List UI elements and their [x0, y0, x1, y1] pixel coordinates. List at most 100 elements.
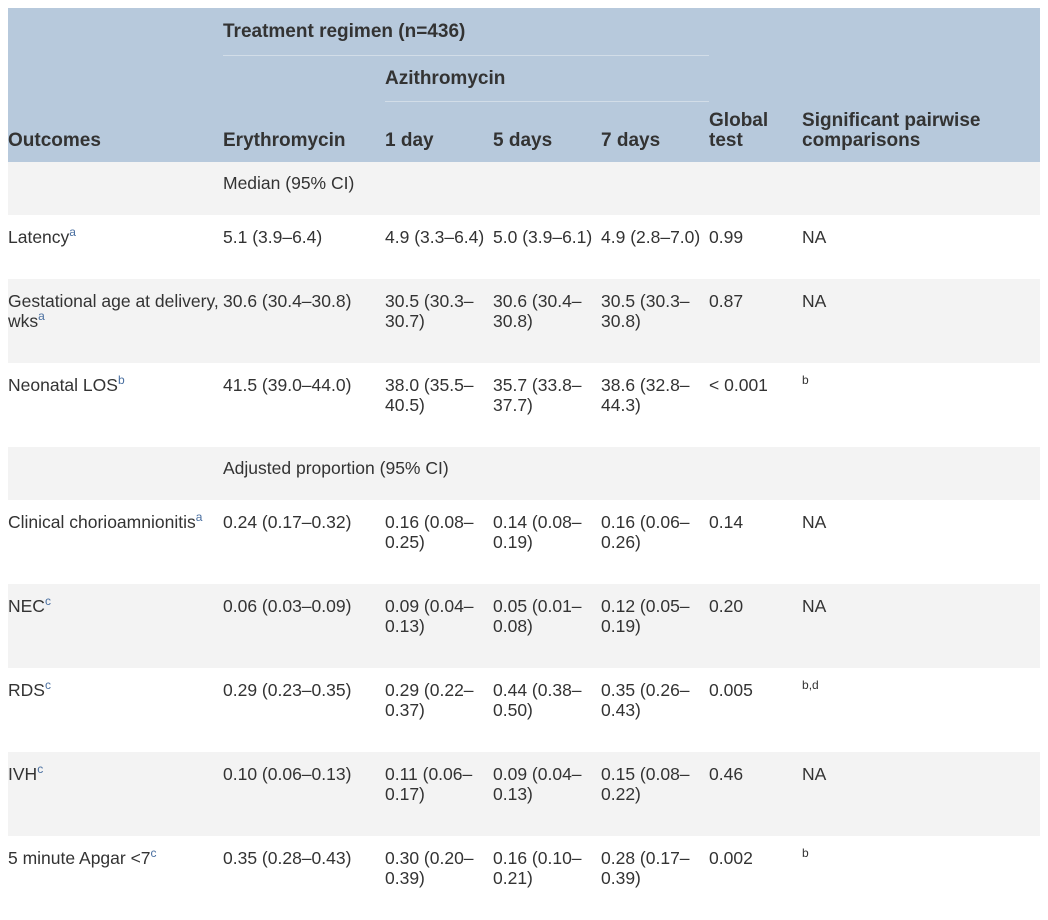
- header-blank: [223, 56, 385, 102]
- outcome-label: Clinical chorioamnionitis: [8, 512, 196, 532]
- global-test-cell: 0.20: [709, 584, 803, 668]
- 5-days-cell: 0.09 (0.04–0.13): [493, 752, 601, 836]
- erythromycin-cell: 0.10 (0.06–0.13): [223, 752, 385, 836]
- azithromycin-header: Azithromycin: [385, 56, 710, 102]
- col-header-1-day: 1 day: [385, 102, 493, 162]
- 1-day-cell: 0.11 (0.06–0.17): [385, 752, 493, 836]
- header-blank: [709, 56, 803, 102]
- pairwise-cell: NA: [802, 279, 1041, 363]
- col-header-pairwise: Significant pairwise comparisons: [802, 102, 1041, 162]
- footnote-marker: c: [44, 678, 51, 693]
- 5-days-cell: 30.6 (30.4–30.8): [493, 279, 601, 363]
- 7-days-cell: 0.35 (0.26–0.43): [601, 668, 710, 752]
- erythromycin-cell: 0.06 (0.03–0.09): [223, 584, 385, 668]
- 1-day-cell: 38.0 (35.5–40.5): [385, 363, 493, 447]
- pairwise-cell: NA: [802, 215, 1041, 279]
- outcome-cell: Clinical chorioamnionitisa: [8, 500, 223, 584]
- col-header-5-days: 5 days: [493, 102, 601, 162]
- table-row: Clinical chorioamnionitisa 0.24 (0.17–0.3…: [8, 500, 1041, 584]
- footnote-marker: b: [117, 373, 125, 388]
- table-row: Latencya 5.1 (3.9–6.4) 4.9 (3.3–6.4) 5.0 (3…: [8, 215, 1041, 279]
- erythromycin-cell: 30.6 (30.4–30.8): [223, 279, 385, 363]
- outcome-cell: Latencya: [8, 215, 223, 279]
- outcome-label: NEC: [8, 596, 45, 616]
- global-test-cell: 0.005: [709, 668, 803, 752]
- table-row: Neonatal LOSb 41.5 (39.0–44.0) 38.0 (35.5–…: [8, 363, 1041, 447]
- pairwise-value: NA: [802, 512, 827, 532]
- 1-day-cell: 0.29 (0.22–0.37): [385, 668, 493, 752]
- table-row: RDSc 0.29 (0.23–0.35) 0.29 (0.22–0.37) 0.44…: [8, 668, 1041, 752]
- 1-day-cell: 4.9 (3.3–6.4): [385, 215, 493, 279]
- global-test-cell: 0.46: [709, 752, 803, 836]
- section-row: Median (95% CI): [8, 162, 1041, 215]
- 1-day-cell: 30.5 (30.3–30.7): [385, 279, 493, 363]
- 5-days-cell: 0.05 (0.01–0.08): [493, 584, 601, 668]
- pairwise-value: NA: [802, 764, 827, 784]
- global-test-cell: 0.87: [709, 279, 803, 363]
- outcome-cell: RDSc: [8, 668, 223, 752]
- section-blank: [8, 162, 223, 215]
- header-blank: [802, 56, 1041, 102]
- 7-days-cell: 38.6 (32.8–44.3): [601, 363, 710, 447]
- outcome-label: RDS: [8, 680, 45, 700]
- col-header-pairwise-line2: comparisons: [802, 130, 921, 151]
- col-header-global-line2: test: [709, 130, 743, 151]
- col-header-pairwise-line1: Significant pairwise: [802, 110, 981, 131]
- outcome-label: Gestational age at delivery, wks: [8, 291, 219, 331]
- outcome-label: Neonatal LOS: [8, 375, 118, 395]
- footnote-marker: a: [195, 510, 203, 525]
- footnote-marker: a: [38, 309, 45, 324]
- 5-days-cell: 35.7 (33.8–37.7): [493, 363, 601, 447]
- footnote-marker: a: [69, 225, 76, 240]
- pairwise-footnote-marker: b,d: [802, 678, 819, 693]
- header-blank: [8, 8, 223, 56]
- table-row: 5 minute Apgar <7c 0.35 (0.28–0.43) 0.30 (…: [8, 836, 1041, 920]
- header-blank: [802, 8, 1041, 56]
- section-row: Adjusted proportion (95% CI): [8, 447, 1041, 500]
- outcome-cell: 5 minute Apgar <7c: [8, 836, 223, 920]
- table-row: Gestational age at delivery, wksa 30.6 (3…: [8, 279, 1041, 363]
- 5-days-cell: 0.14 (0.08–0.19): [493, 500, 601, 584]
- pairwise-footnote-marker: b: [802, 846, 809, 861]
- pairwise-cell: NA: [802, 752, 1041, 836]
- table-header: Treatment regimen (n=436) Azithromycin O…: [8, 8, 1041, 162]
- section-label: Adjusted proportion (95% CI): [223, 447, 1041, 500]
- pairwise-cell: b: [802, 836, 1041, 920]
- global-test-cell: < 0.001: [709, 363, 803, 447]
- treatment-regimen-header: Treatment regimen (n=436): [223, 8, 710, 56]
- pairwise-cell: b,d: [802, 668, 1041, 752]
- table-row: IVHc 0.10 (0.06–0.13) 0.11 (0.06–0.17) 0.09…: [8, 752, 1041, 836]
- erythromycin-cell: 41.5 (39.0–44.0): [223, 363, 385, 447]
- section-blank: [8, 447, 223, 500]
- outcome-cell: NECc: [8, 584, 223, 668]
- footnote-marker: c: [150, 846, 157, 861]
- 7-days-cell: 30.5 (30.3–30.8): [601, 279, 710, 363]
- 1-day-cell: 0.16 (0.08–0.25): [385, 500, 493, 584]
- header-blank: [709, 8, 803, 56]
- 7-days-cell: 0.28 (0.17–0.39): [601, 836, 710, 920]
- 7-days-cell: 0.15 (0.08–0.22): [601, 752, 710, 836]
- table-body: Median (95% CI) Latencya 5.1 (3.9–6.4) 4.9 …: [8, 162, 1041, 920]
- erythromycin-cell: 0.29 (0.23–0.35): [223, 668, 385, 752]
- col-header-global-line1: Global: [709, 110, 769, 131]
- 7-days-cell: 4.9 (2.8–7.0): [601, 215, 710, 279]
- 1-day-cell: 0.09 (0.04–0.13): [385, 584, 493, 668]
- pairwise-cell: NA: [802, 500, 1041, 584]
- erythromycin-cell: 0.24 (0.17–0.32): [223, 500, 385, 584]
- outcome-cell: Gestational age at delivery, wksa: [8, 279, 223, 363]
- col-header-erythromycin: Erythromycin: [223, 102, 385, 162]
- global-test-cell: 0.99: [709, 215, 803, 279]
- pairwise-cell: NA: [802, 584, 1041, 668]
- pairwise-value: NA: [802, 291, 827, 311]
- col-header-7-days: 7 days: [601, 102, 710, 162]
- 5-days-cell: 5.0 (3.9–6.1): [493, 215, 601, 279]
- outcome-cell: Neonatal LOSb: [8, 363, 223, 447]
- global-test-cell: 0.14: [709, 500, 803, 584]
- footnote-marker: c: [37, 762, 44, 777]
- section-label: Median (95% CI): [223, 162, 1041, 215]
- global-test-cell: 0.002: [709, 836, 803, 920]
- 7-days-cell: 0.12 (0.05–0.19): [601, 584, 710, 668]
- pairwise-footnote-marker: b: [802, 373, 809, 388]
- outcome-label: 5 minute Apgar <7: [8, 848, 151, 868]
- col-header-outcomes: Outcomes: [8, 102, 223, 162]
